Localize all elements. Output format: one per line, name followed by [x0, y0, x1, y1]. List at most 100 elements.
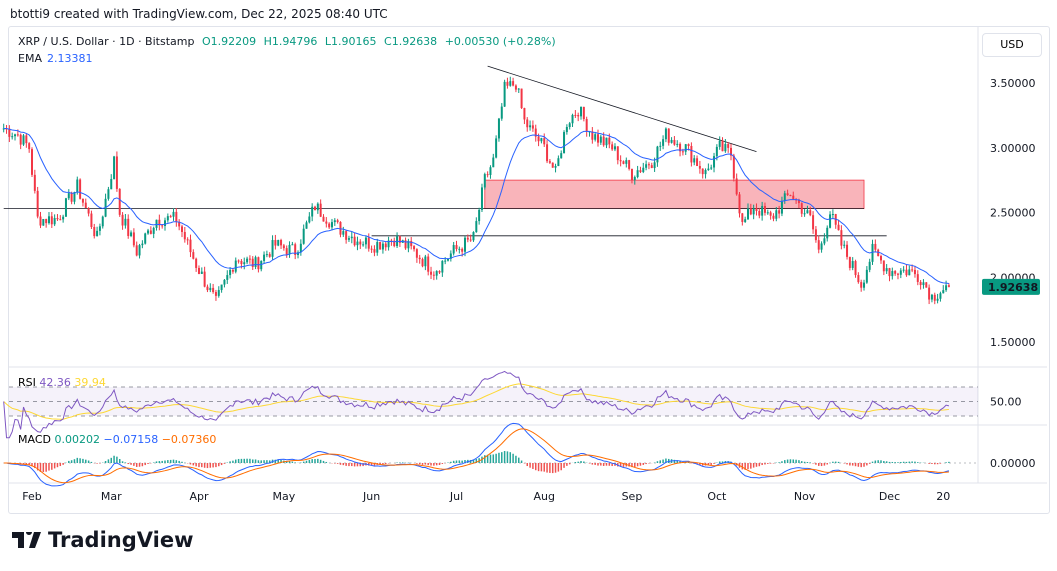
candle-body — [19, 134, 22, 145]
candle-body — [138, 245, 141, 256]
candle-body — [902, 269, 905, 271]
candle-body — [913, 269, 916, 275]
candle-body — [432, 274, 435, 276]
tradingview-logo[interactable]: TradingView — [12, 528, 193, 552]
price-tick-label: 3.00000 — [990, 142, 1036, 155]
candle-body — [404, 240, 407, 249]
rsi-ma-value: 39.94 — [74, 376, 106, 389]
candle-body — [155, 219, 158, 228]
candle-body — [891, 271, 894, 277]
candle-body — [84, 202, 87, 209]
macd-hist-value: 0.00202 — [54, 433, 100, 446]
candle-body — [597, 134, 599, 143]
candle-body — [33, 174, 36, 191]
candle-body — [628, 160, 631, 169]
candle-body — [713, 156, 716, 168]
candle-body — [537, 136, 540, 142]
candle-body — [928, 287, 931, 300]
candle-body — [534, 128, 537, 137]
candle-body — [217, 290, 220, 296]
candle-body — [435, 271, 438, 276]
candle-body — [441, 260, 444, 273]
candle-body — [458, 248, 461, 250]
candle-body — [905, 269, 908, 276]
candle-body — [619, 160, 622, 162]
candle-body — [642, 167, 645, 172]
candle-body — [16, 134, 19, 136]
currency-button[interactable]: USD — [982, 33, 1042, 57]
candle-body — [430, 271, 433, 275]
candle-body — [848, 256, 851, 268]
candle-body — [551, 162, 554, 168]
last-price-label: 1.92638 — [988, 281, 1038, 294]
candle-body — [489, 167, 492, 175]
candle-body — [444, 260, 447, 262]
candle-body — [144, 233, 147, 244]
candle-body — [251, 258, 254, 268]
candle-body — [568, 123, 571, 128]
candle-body — [376, 242, 379, 253]
candle-body — [254, 257, 257, 268]
time-tick-label: Apr — [189, 490, 209, 503]
candle-body — [945, 285, 948, 291]
candle-body — [364, 237, 367, 245]
time-tick-label: Nov — [794, 490, 816, 503]
candle-body — [260, 260, 263, 270]
candle-body — [495, 138, 498, 158]
candle-body — [517, 88, 520, 90]
candle-body — [775, 210, 778, 219]
time-tick-label: Aug — [533, 490, 554, 503]
candle-body — [175, 211, 178, 222]
candle-body — [857, 275, 860, 283]
candle-body — [53, 218, 56, 225]
price-tick-label: 1.50000 — [990, 336, 1036, 349]
candle-body — [359, 241, 362, 245]
candle-body — [234, 260, 237, 272]
candle-body — [605, 137, 608, 146]
candle-body — [345, 231, 348, 240]
candle-body — [206, 286, 209, 291]
candle-body — [863, 282, 866, 288]
symbol-name[interactable]: XRP / U.S. Dollar · 1D · Bitstamp — [18, 35, 195, 48]
open-value: O1.92209 — [201, 35, 257, 48]
candle-body — [277, 240, 280, 246]
candle-body — [347, 238, 350, 240]
candle-body — [147, 230, 150, 234]
candle-body — [741, 213, 744, 222]
close-value: C1.92638 — [384, 35, 438, 48]
candle-body — [121, 214, 124, 226]
candle-body — [8, 128, 11, 137]
candle-body — [512, 81, 515, 86]
candle-body — [268, 254, 271, 257]
candle-body — [800, 203, 803, 214]
candle-body — [650, 165, 653, 169]
ema-legend[interactable]: EMA 2.13381 — [18, 52, 92, 65]
candle-body — [407, 240, 410, 249]
macd-legend[interactable]: MACD 0.00202 −0.07158 −0.07360 — [18, 433, 216, 446]
ema-label: EMA — [18, 52, 42, 65]
candle-body — [178, 221, 181, 227]
candle-body — [265, 254, 268, 256]
candle-body — [398, 236, 401, 243]
candle-body — [543, 138, 546, 145]
candle-body — [285, 248, 288, 255]
candle-body — [922, 282, 925, 286]
rsi-line — [3, 370, 950, 439]
candle-body — [500, 106, 503, 119]
candle-body — [149, 230, 152, 234]
candle-body — [93, 227, 96, 237]
candle-body — [749, 208, 752, 215]
candle-body — [314, 206, 316, 211]
time-tick-label: Sep — [622, 490, 643, 503]
candle-body — [868, 261, 871, 270]
low-value: L1.90165 — [324, 35, 377, 48]
candle-body — [625, 160, 628, 164]
candle-body — [529, 125, 532, 128]
time-tick-label: Dec — [879, 490, 900, 503]
candle-body — [189, 239, 192, 253]
rsi-legend[interactable]: RSI 42.36 39.94 — [18, 376, 106, 389]
candle-body — [316, 203, 319, 211]
candle-body — [854, 261, 857, 276]
candle-body — [246, 258, 249, 263]
